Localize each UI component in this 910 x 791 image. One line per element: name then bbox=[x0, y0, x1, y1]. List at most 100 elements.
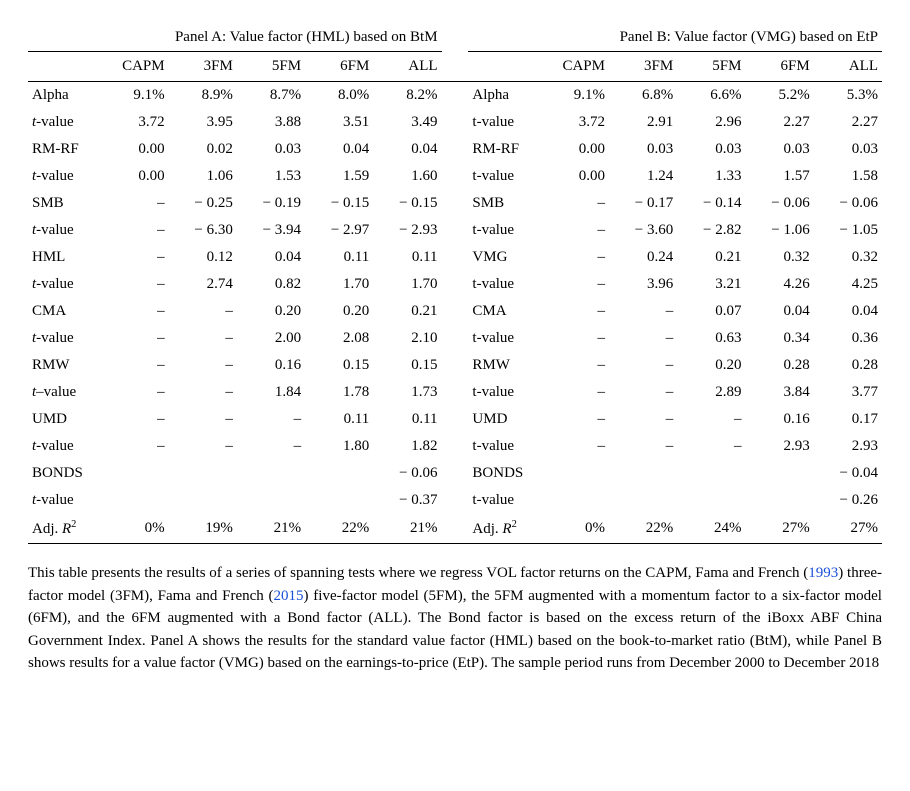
cell: 1.24 bbox=[609, 163, 677, 190]
cell: – bbox=[237, 433, 305, 460]
cell: − 0.06 bbox=[745, 190, 813, 217]
cell: 1.58 bbox=[814, 163, 882, 190]
cell: – bbox=[541, 325, 609, 352]
col-head: 6FM bbox=[745, 52, 813, 82]
cell: – bbox=[541, 190, 609, 217]
cell: – bbox=[541, 379, 609, 406]
col-head: 5FM bbox=[237, 52, 305, 82]
cell: − 3.94 bbox=[237, 217, 305, 244]
cell: 0.28 bbox=[814, 352, 882, 379]
row-label: t–value bbox=[28, 379, 100, 406]
cell: – bbox=[677, 433, 745, 460]
cell: – bbox=[100, 379, 168, 406]
cell: 6.8% bbox=[609, 82, 677, 109]
table-row: SMB–− 0.25− 0.19− 0.15− 0.15SMB–− 0.17− … bbox=[28, 190, 882, 217]
cell bbox=[541, 487, 609, 514]
cell: 0.00 bbox=[100, 163, 168, 190]
cell: 0.82 bbox=[237, 271, 305, 298]
cell: 2.00 bbox=[237, 325, 305, 352]
cell: 0.21 bbox=[373, 298, 441, 325]
row-label: SMB bbox=[28, 190, 100, 217]
table-row: t-value–2.740.821.701.70t-value–3.963.21… bbox=[28, 271, 882, 298]
cell: 1.59 bbox=[305, 163, 373, 190]
cell: − 2.93 bbox=[373, 217, 441, 244]
col-head: 6FM bbox=[305, 52, 373, 82]
cell: 0.00 bbox=[100, 136, 168, 163]
cell: – bbox=[100, 433, 168, 460]
spanning-tests-table: Panel A: Value factor (HML) based on BtM… bbox=[28, 24, 882, 544]
cell: – bbox=[609, 352, 677, 379]
cell: 3.72 bbox=[100, 109, 168, 136]
col-head: CAPM bbox=[100, 52, 168, 82]
cell: 0.03 bbox=[814, 136, 882, 163]
row-label: CMA bbox=[28, 298, 100, 325]
cell: 0.03 bbox=[609, 136, 677, 163]
row-label: t-value bbox=[28, 433, 100, 460]
cell: – bbox=[100, 217, 168, 244]
cell: – bbox=[609, 406, 677, 433]
cell: 0.04 bbox=[237, 244, 305, 271]
cell: 3.49 bbox=[373, 109, 441, 136]
cell: 3.21 bbox=[677, 271, 745, 298]
cell: 1.33 bbox=[677, 163, 745, 190]
table-row: Alpha9.1%8.9%8.7%8.0%8.2%Alpha9.1%6.8%6.… bbox=[28, 82, 882, 109]
cell bbox=[677, 487, 745, 514]
col-head: 5FM bbox=[677, 52, 745, 82]
cell bbox=[541, 460, 609, 487]
cell: − 0.15 bbox=[373, 190, 441, 217]
cell bbox=[169, 487, 237, 514]
cell: – bbox=[541, 352, 609, 379]
cell bbox=[609, 460, 677, 487]
table-row: Adj. R20%19%21%22%21%Adj. R20%22%24%27%2… bbox=[28, 514, 882, 544]
cell: 0.36 bbox=[814, 325, 882, 352]
cell bbox=[609, 487, 677, 514]
cell: 2.93 bbox=[745, 433, 813, 460]
cell: – bbox=[541, 217, 609, 244]
bottom-rule bbox=[28, 544, 882, 545]
ref-link-1993[interactable]: 1993 bbox=[808, 565, 838, 581]
cell: 1.73 bbox=[373, 379, 441, 406]
row-label: t-value bbox=[28, 109, 100, 136]
row-label: t-value bbox=[468, 271, 540, 298]
row-label: Alpha bbox=[468, 82, 540, 109]
cell: – bbox=[100, 190, 168, 217]
cell: 2.91 bbox=[609, 109, 677, 136]
cell: 3.96 bbox=[609, 271, 677, 298]
cell: 27% bbox=[814, 514, 882, 544]
cell: 6.6% bbox=[677, 82, 745, 109]
row-label: t-value bbox=[28, 163, 100, 190]
col-head: CAPM bbox=[541, 52, 609, 82]
caption-text: This table presents the results of a ser… bbox=[28, 565, 808, 581]
cell: − 0.06 bbox=[373, 460, 441, 487]
col-head: 3FM bbox=[169, 52, 237, 82]
cell: – bbox=[100, 271, 168, 298]
cell: – bbox=[169, 325, 237, 352]
cell: 1.84 bbox=[237, 379, 305, 406]
cell: 0.28 bbox=[745, 352, 813, 379]
cell: 9.1% bbox=[100, 82, 168, 109]
cell: 22% bbox=[305, 514, 373, 544]
row-label: CMA bbox=[468, 298, 540, 325]
cell: 0.15 bbox=[305, 352, 373, 379]
ref-link-2015[interactable]: 2015 bbox=[274, 588, 304, 604]
cell: 0.00 bbox=[541, 136, 609, 163]
cell: 8.9% bbox=[169, 82, 237, 109]
column-headers: CAPM 3FM 5FM 6FM ALL CAPM 3FM 5FM 6FM AL… bbox=[28, 52, 882, 82]
cell: − 3.60 bbox=[609, 217, 677, 244]
cell: 0.11 bbox=[373, 244, 441, 271]
cell: − 1.06 bbox=[745, 217, 813, 244]
cell bbox=[100, 487, 168, 514]
cell: – bbox=[541, 298, 609, 325]
cell: 0% bbox=[541, 514, 609, 544]
cell: – bbox=[541, 244, 609, 271]
cell: – bbox=[541, 433, 609, 460]
panel-b-title: Panel B: Value factor (VMG) based on EtP bbox=[468, 24, 882, 52]
cell: 3.84 bbox=[745, 379, 813, 406]
cell: − 0.17 bbox=[609, 190, 677, 217]
row-label: RMW bbox=[28, 352, 100, 379]
cell: 5.3% bbox=[814, 82, 882, 109]
cell: 0.32 bbox=[745, 244, 813, 271]
cell: 2.89 bbox=[677, 379, 745, 406]
cell bbox=[237, 460, 305, 487]
row-label: HML bbox=[28, 244, 100, 271]
